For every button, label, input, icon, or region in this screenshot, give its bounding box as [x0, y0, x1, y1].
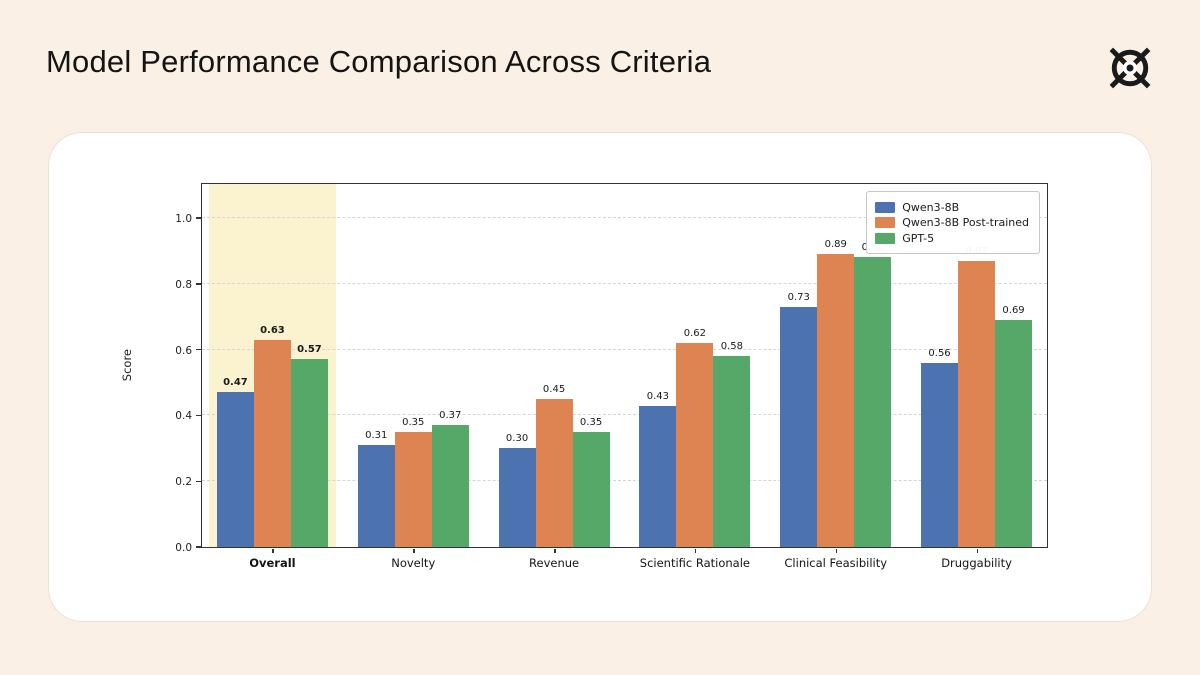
y-tick-mark — [196, 480, 202, 482]
bar: 0.45 — [535, 384, 573, 547]
x-category-label: Clinical Feasibility — [784, 556, 888, 570]
x-category-label: Revenue — [529, 556, 580, 570]
legend-swatch — [875, 217, 896, 228]
legend-label: GPT-5 — [902, 231, 935, 245]
bar: 0.35 — [394, 417, 432, 547]
y-tick-mark — [196, 414, 202, 417]
bars-row: 0.56 0.87 0.69 — [906, 246, 1047, 547]
x-tick-mark — [976, 548, 979, 553]
x-category-label: Overall — [249, 556, 296, 570]
y-tick-label: 0.4 — [175, 410, 192, 423]
bar: 0.69 — [995, 305, 1033, 547]
bar-value-label: 0.57 — [297, 344, 322, 356]
bars-row: 0.30 0.45 0.35 — [484, 384, 625, 547]
bar: 0.63 — [253, 325, 291, 547]
bar-value-label: 0.69 — [1002, 305, 1025, 316]
bar: 0.37 — [431, 410, 469, 547]
bar-group: 0.31 0.35 0.37 Novelty — [343, 184, 484, 570]
y-tick-label: 1.0 — [175, 213, 192, 225]
y-axis-title: Score — [120, 349, 134, 382]
legend-item: GPT-5 — [875, 232, 1029, 245]
bar: 0.73 — [780, 292, 818, 547]
y-tick-label: 0.2 — [175, 476, 192, 489]
bar-value-label: 0.89 — [824, 239, 847, 251]
y-tick-mark — [196, 348, 202, 351]
y-tick-label: 0.6 — [175, 344, 192, 357]
brand-logo-icon — [1109, 47, 1151, 89]
bar-value-label: 0.63 — [260, 324, 285, 336]
gridline — [202, 414, 1047, 416]
bar-group: 0.30 0.45 0.35 Revenue — [484, 184, 625, 570]
bar-group: 0.47 0.63 0.57 Overall — [202, 184, 343, 570]
bar: 0.35 — [572, 417, 610, 547]
x-category-label: Druggability — [941, 556, 1012, 570]
legend-item: Qwen3-8B — [875, 201, 1029, 214]
y-tick-label: 0.8 — [175, 278, 192, 291]
bar: 0.62 — [676, 328, 714, 547]
bar-value-label: 0.35 — [402, 416, 425, 428]
bar-value-label: 0.35 — [579, 416, 603, 428]
bar-value-label: 0.37 — [439, 410, 462, 422]
bar-value-label: 0.62 — [683, 328, 707, 340]
bars-row: 0.43 0.62 0.58 — [624, 328, 765, 547]
x-tick-mark — [554, 548, 556, 553]
bar: 0.31 — [357, 430, 395, 547]
bar: 0.88 — [854, 242, 892, 547]
bar-value-label: 0.58 — [720, 341, 744, 353]
x-tick-mark — [835, 548, 838, 553]
legend-swatch — [875, 232, 896, 244]
bar: 0.58 — [713, 341, 751, 547]
bar-value-label: 0.47 — [223, 377, 248, 389]
bar-value-label: 0.30 — [505, 433, 529, 445]
gridline — [202, 480, 1047, 482]
y-tick-mark — [196, 283, 202, 285]
x-tick-mark — [272, 548, 274, 553]
bars-row: 0.73 0.89 0.88 — [765, 239, 906, 547]
bar-group: 0.43 0.62 0.58 Scientific Rationale — [624, 184, 765, 570]
bar: 0.56 — [921, 348, 959, 547]
bar: 0.89 — [817, 239, 855, 547]
bar-value-label: 0.43 — [646, 390, 670, 402]
bar-value-label: 0.56 — [928, 347, 951, 359]
gridline — [202, 282, 1047, 284]
gridline — [202, 348, 1047, 350]
bar: 0.43 — [639, 391, 677, 547]
legend: Qwen3-8B Qwen3-8B Post-trained GPT-5 — [866, 191, 1040, 254]
x-tick-mark — [694, 548, 697, 553]
legend-label: Qwen3-8B — [902, 200, 960, 214]
y-tick-mark — [196, 217, 202, 219]
bar: 0.87 — [958, 246, 996, 547]
chart-card: Score 0.47 0.63 0.57 Overall 0.31 0.35 0.37 Nov… — [48, 132, 1152, 622]
bar-value-label: 0.31 — [365, 430, 388, 442]
bar: 0.47 — [216, 377, 254, 547]
bar: 0.30 — [498, 433, 536, 547]
legend-item: Qwen3-8B Post-trained — [875, 216, 1029, 229]
page-title: Model Performance Comparison Across Crit… — [46, 44, 712, 79]
x-tick-mark — [413, 548, 415, 553]
bar-value-label: 0.45 — [542, 383, 566, 395]
y-tick-label: 0.0 — [175, 542, 192, 554]
gridline — [202, 217, 1047, 218]
bar: 0.57 — [290, 344, 328, 547]
bars-row: 0.47 0.63 0.57 — [202, 325, 343, 547]
legend-label: Qwen3-8B Post-trained — [902, 216, 1029, 229]
x-category-label: Novelty — [391, 556, 436, 570]
plot-area: Score 0.47 0.63 0.57 Overall 0.31 0.35 0.37 Nov… — [120, 183, 1048, 570]
bar-group: 0.73 0.89 0.88 Clinical Feasibility — [765, 184, 906, 570]
bar-value-label: 0.73 — [787, 291, 810, 303]
bars-row: 0.31 0.35 0.37 — [343, 410, 484, 547]
y-tick-mark — [196, 546, 202, 548]
x-category-label: Scientific Rationale — [639, 556, 751, 570]
legend-swatch — [875, 201, 896, 213]
